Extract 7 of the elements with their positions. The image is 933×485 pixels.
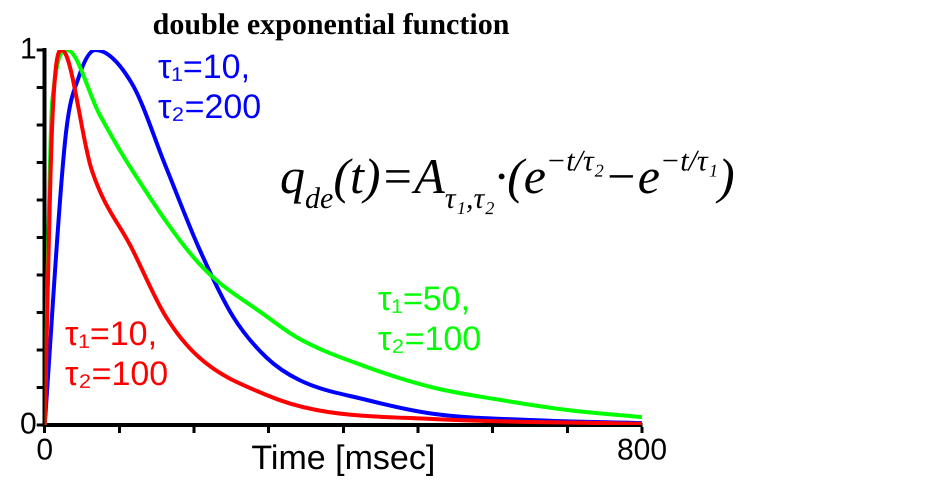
x-axis-title: Time [msec] — [251, 439, 436, 477]
series-label: τ₁=10, τ₂=200 — [158, 48, 262, 126]
chart-title: double exponential function — [152, 8, 510, 41]
y-tick-label: 1 — [20, 32, 37, 66]
series-label: τ₁=10, τ₂=100 — [65, 315, 168, 393]
series-label: τ₁=50, τ₂=100 — [378, 280, 482, 358]
x-tick-label: 800 — [616, 433, 668, 466]
